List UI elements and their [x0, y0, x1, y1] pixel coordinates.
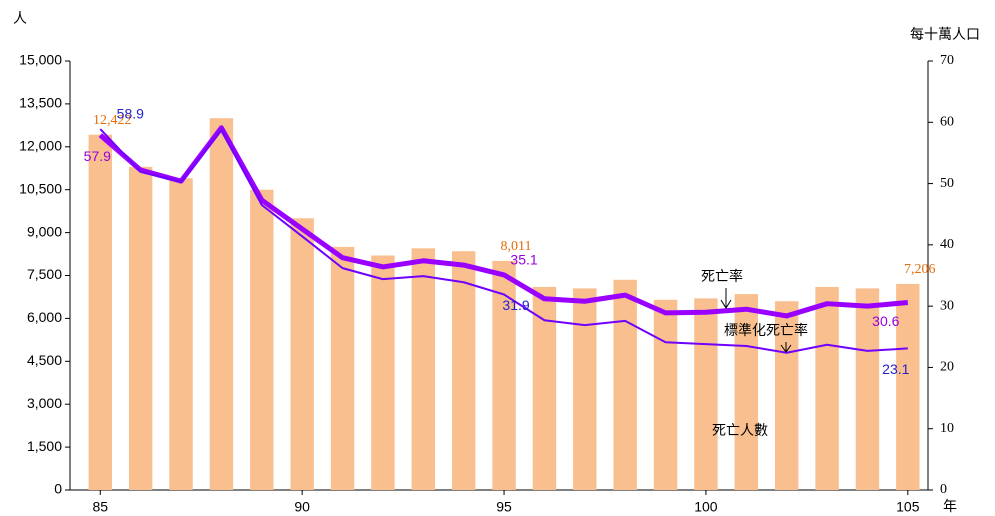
y2-tick-label: 20	[940, 360, 954, 375]
bar	[411, 248, 436, 490]
line	[98, 125, 909, 319]
bar	[694, 298, 718, 490]
bar	[290, 218, 314, 491]
bar	[815, 286, 839, 490]
series-annotation: 標準化死亡率	[724, 322, 808, 339]
bar-value-label: 12,422	[93, 113, 132, 128]
series-annotation: 死亡人數	[712, 423, 768, 439]
line-value-label: 58.9	[117, 106, 144, 122]
x-tick-label: 95	[496, 499, 512, 515]
bar	[896, 283, 920, 490]
bar	[88, 134, 112, 490]
y-tick-label: 15,000	[19, 52, 62, 68]
y2-tick-label: 60	[940, 115, 954, 130]
bar	[855, 288, 880, 490]
y2-tick-label: 0	[940, 482, 947, 497]
bar	[209, 118, 234, 490]
y-tick-label: 13,500	[19, 95, 62, 111]
x-tick-label: 100	[694, 499, 718, 515]
bar	[774, 301, 799, 490]
bar	[250, 189, 274, 490]
bar	[734, 294, 759, 490]
bar	[451, 251, 476, 490]
y2-tick-label: 30	[940, 298, 954, 313]
bar	[492, 260, 516, 490]
bar	[653, 299, 678, 490]
x-axis-label: 年	[943, 499, 957, 515]
bar	[613, 279, 637, 490]
bar	[169, 178, 193, 490]
bar-value-label: 8,011	[501, 239, 532, 254]
x-tick-label: 85	[92, 499, 108, 515]
y-tick-label: 0	[54, 481, 62, 497]
y-tick-label: 6,000	[27, 309, 62, 325]
bar	[128, 166, 153, 490]
y2-tick-label: 10	[940, 421, 954, 436]
y2-tick-label: 70	[940, 53, 954, 68]
y-tick-label: 3,000	[27, 395, 62, 411]
line-value-label: 23.1	[882, 361, 909, 377]
line-value-label: 31.9	[502, 297, 529, 313]
y2-tick-label: 40	[940, 237, 954, 252]
annotation-arrow	[720, 288, 732, 309]
line	[99, 128, 908, 354]
y-tick-label: 4,500	[27, 352, 62, 368]
y-axis-label: 人	[13, 11, 27, 27]
series-annotation: 死亡率	[701, 268, 743, 285]
y-tick-label: 9,000	[27, 223, 62, 239]
annotation-arrow	[780, 342, 792, 353]
bar	[573, 288, 597, 490]
bar	[532, 286, 557, 490]
bar	[371, 255, 395, 490]
bar	[330, 246, 355, 490]
line-value-label: 30.6	[872, 313, 899, 329]
y2-axis-label: 每十萬人口	[910, 27, 980, 43]
x-tick-label: 90	[294, 499, 310, 515]
y-tick-label: 10,500	[19, 180, 62, 196]
y-tick-label: 12,000	[19, 138, 62, 154]
bar-value-label: 7,206	[904, 262, 936, 277]
y-tick-label: 1,500	[27, 438, 62, 454]
line-value-label: 57.9	[84, 148, 111, 164]
x-tick-label: 105	[896, 499, 920, 515]
y2-tick-label: 50	[940, 176, 954, 191]
y-tick-label: 7,500	[27, 266, 62, 282]
line-value-label: 35.1	[510, 252, 537, 268]
